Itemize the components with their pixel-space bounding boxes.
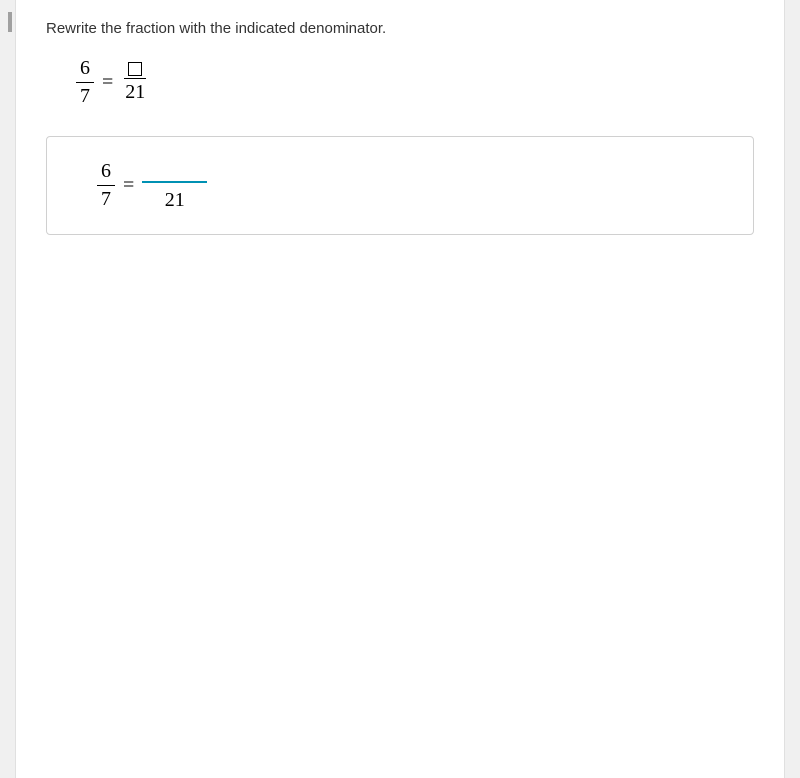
answer-input-panel: 6 7 = 21 <box>46 136 754 235</box>
main-content-area: Rewrite the fraction with the indicated … <box>16 0 784 778</box>
problem-right-fraction: 21 <box>121 62 149 104</box>
answer-left-denominator: 7 <box>97 186 115 211</box>
empty-box-icon <box>128 62 142 76</box>
answer-left-fraction: 6 7 <box>97 160 115 211</box>
equals-sign: = <box>102 71 113 94</box>
problem-left-numerator: 6 <box>76 57 94 83</box>
instruction-text: Rewrite the fraction with the indicated … <box>46 20 754 37</box>
answer-right-denominator: 21 <box>161 187 189 212</box>
answer-equals-sign: = <box>123 174 134 197</box>
left-page-border <box>0 0 16 778</box>
numerator-input[interactable] <box>142 159 207 181</box>
answer-left-numerator: 6 <box>97 160 115 186</box>
problem-equation: 6 7 = 21 <box>76 57 754 108</box>
problem-left-fraction: 6 7 <box>76 57 94 108</box>
right-page-border <box>784 0 800 778</box>
left-accent-bar <box>8 12 12 32</box>
problem-right-denominator: 21 <box>121 79 149 104</box>
answer-right-fraction: 21 <box>142 159 207 212</box>
problem-left-denominator: 7 <box>76 83 94 108</box>
problem-blank-numerator <box>124 62 146 79</box>
input-underline <box>142 181 207 183</box>
answer-equation: 6 7 = 21 <box>97 159 713 212</box>
